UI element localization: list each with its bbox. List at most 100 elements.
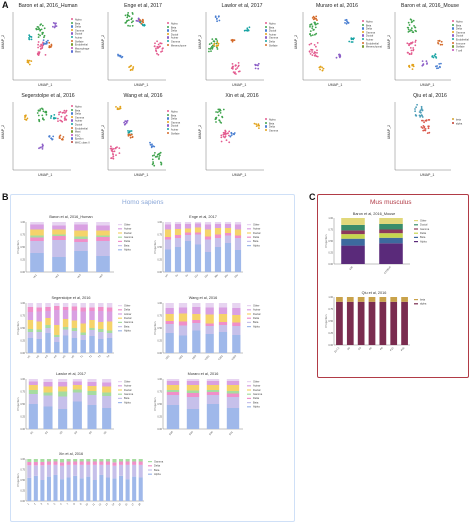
- bar-segment: [112, 465, 117, 479]
- legend-swatch: [167, 124, 170, 127]
- umap-point: [54, 117, 57, 119]
- bar-ylabel: Proportion: [16, 473, 20, 486]
- legend-label: Gamma: [268, 36, 279, 40]
- legend-swatch: [71, 122, 74, 126]
- umap-point: [220, 140, 223, 143]
- umap-point: [216, 41, 219, 44]
- bar-category-label: T2D2: [218, 354, 224, 361]
- umap-point: [225, 133, 227, 135]
- legend-swatch: [167, 120, 170, 124]
- legend-swatch: [71, 35, 74, 39]
- umap-point: [308, 43, 311, 46]
- bar-segment: [27, 320, 34, 329]
- umap-point: [116, 108, 119, 111]
- bar-segment: [218, 322, 228, 325]
- bar-segment: [74, 222, 88, 225]
- bar-segment: [46, 464, 51, 477]
- legend-label: Mesenchymal: [365, 45, 382, 49]
- bar-segment: [194, 234, 202, 245]
- legend-item: Gamma: [71, 28, 89, 33]
- bar-segment: [138, 464, 143, 478]
- umap-point: [410, 52, 413, 54]
- umap-point: [161, 48, 164, 50]
- bar-segment: [165, 308, 174, 314]
- umap-point: [233, 132, 236, 134]
- bar-segment: [36, 303, 42, 308]
- umap-point: [141, 18, 144, 21]
- bar-category-label: 6: [60, 502, 64, 505]
- bar-segment: [401, 297, 408, 302]
- umap-point: [218, 119, 221, 122]
- bar-legend-label: Gamma: [253, 392, 263, 396]
- bar-category-label: 15: [118, 502, 122, 506]
- bar-segment: [96, 237, 110, 241]
- bar-segment: [132, 464, 137, 477]
- umap-point: [441, 43, 444, 46]
- legend-item: Alpha: [362, 20, 382, 24]
- legend-item: Gamma: [362, 30, 382, 35]
- umap-point: [414, 26, 417, 29]
- legend-item: Alpha: [265, 118, 278, 122]
- legend-swatch: [362, 27, 365, 30]
- umap-point: [414, 108, 416, 110]
- legend-label: Delta: [74, 112, 81, 116]
- umap-point: [42, 39, 45, 41]
- umap-point: [51, 138, 54, 141]
- bar-segment: [379, 223, 403, 230]
- bar-category-label: 38y: [214, 273, 219, 278]
- umap-point: [220, 136, 223, 139]
- umap-point: [407, 21, 410, 24]
- bar-segment: [218, 314, 228, 322]
- umap-point: [125, 21, 127, 24]
- bar-legend-label: Beta: [154, 468, 160, 472]
- bar-segment: [165, 303, 174, 308]
- bar-segment: [96, 225, 110, 231]
- bar-axis: [25, 379, 114, 430]
- umap-point: [131, 69, 134, 71]
- umap-point: [153, 154, 156, 157]
- umap-point: [257, 67, 260, 70]
- bar-legend-label: Beta: [420, 235, 426, 239]
- umap-xlabel: UMAP_1: [134, 83, 149, 87]
- bar-segment: [74, 230, 88, 237]
- umap-point: [420, 126, 423, 128]
- umap-point: [408, 24, 411, 26]
- umap-point: [428, 131, 431, 134]
- umap-point: [217, 44, 220, 47]
- bar-segment: [186, 397, 200, 409]
- bar-legend-label: Alpha: [420, 239, 427, 243]
- umap-point: [419, 109, 422, 112]
- bar-legend-swatch: [247, 381, 251, 383]
- bar-segment: [71, 303, 78, 307]
- bar-segment: [174, 235, 182, 238]
- bar-category-label: H4: [53, 354, 58, 359]
- umap-point: [414, 44, 417, 47]
- legend-label: MHC class II: [74, 141, 90, 145]
- bar-legend-swatch: [118, 240, 122, 242]
- bar-tick: 0.25: [328, 251, 333, 254]
- umap-point: [311, 34, 314, 36]
- bar-legend-swatch: [118, 326, 122, 328]
- bar-tick: 0.00: [157, 352, 162, 355]
- umap-point: [124, 122, 127, 125]
- bar-segment: [89, 307, 95, 311]
- umap-point: [315, 45, 317, 48]
- bar-segment: [43, 395, 53, 407]
- bar-segment: [165, 314, 174, 321]
- bar-segment: [357, 301, 365, 345]
- bar-segment: [36, 329, 42, 332]
- bar-title: Xin et al, 2016: [58, 452, 84, 456]
- umap-point: [37, 114, 40, 117]
- umap-point: [64, 116, 66, 118]
- legend-label: Epsilon: [74, 137, 84, 141]
- umap-point: [24, 114, 26, 117]
- bar-segment: [204, 222, 212, 225]
- umap-point: [313, 52, 315, 55]
- bar-segment: [80, 307, 86, 312]
- umap-point: [137, 17, 140, 20]
- bar-segment: [194, 222, 202, 224]
- legend-label: Alpha: [455, 20, 463, 24]
- bar-segment: [224, 222, 232, 224]
- bar-segment: [226, 379, 240, 381]
- umap-point: [406, 42, 409, 45]
